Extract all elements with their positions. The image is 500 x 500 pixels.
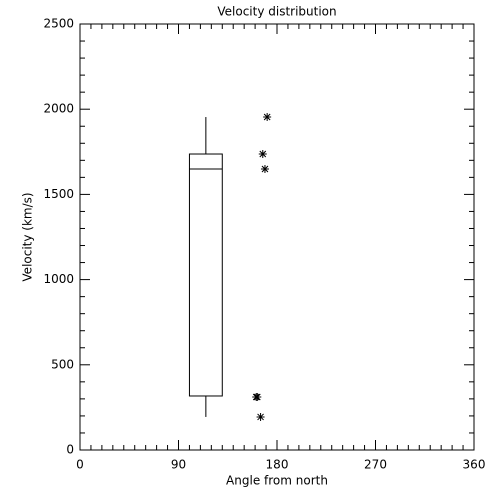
y-axis-label: Velocity (km/s) <box>21 192 35 281</box>
y-tick-label: 2500 <box>43 17 74 31</box>
plot-frame <box>79 23 475 451</box>
outlier <box>252 393 261 402</box>
x-tick-label: 180 <box>266 458 289 472</box>
x-tick-label: 0 <box>76 458 84 472</box>
x-tick-label: 90 <box>171 458 186 472</box>
y-tick-label: 1000 <box>43 272 74 286</box>
y-tick-label: 0 <box>66 443 74 457</box>
outlier <box>263 113 272 122</box>
outlier <box>260 165 269 174</box>
outlier <box>258 150 267 159</box>
x-axis-label: Angle from north <box>226 474 328 488</box>
outlier <box>256 412 265 421</box>
y-tick-label: 1500 <box>43 187 74 201</box>
x-tick-label: 360 <box>463 458 486 472</box>
box <box>188 153 223 397</box>
y-tick-label: 500 <box>51 357 74 371</box>
chart-title: Velocity distribution <box>217 5 336 19</box>
y-tick-label: 2000 <box>43 102 74 116</box>
x-tick-label: 270 <box>364 458 387 472</box>
